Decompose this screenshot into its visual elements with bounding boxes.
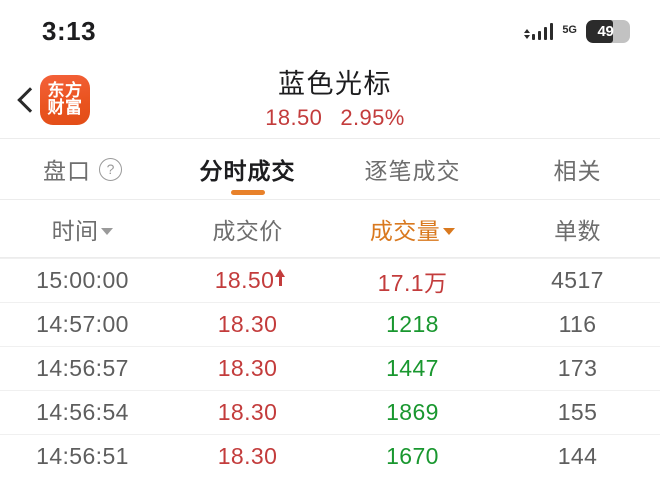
cell-volume: 17.1万	[377, 269, 448, 296]
cell-count: 144	[557, 443, 598, 469]
chevron-down-icon	[443, 227, 456, 235]
cell-count: 155	[557, 399, 598, 425]
status-bar: 3:13 5G 49	[0, 0, 660, 62]
tab-xiangguan[interactable]: 相关	[495, 139, 660, 199]
nav-bar: 东方 财富 蓝色光标 18.50 2.95%	[0, 62, 660, 138]
cell-price: 18.50	[165, 267, 330, 294]
column-header-price[interactable]: 成交价	[165, 212, 330, 246]
cell-volume: 1670	[386, 443, 439, 469]
stock-price: 18.50	[265, 105, 323, 131]
table-row[interactable]: 14:56:54 18.30 1869 155	[0, 390, 660, 434]
cell-count: 4517	[551, 267, 604, 293]
cellular-signal-icon	[523, 22, 554, 40]
column-header-time-label: 时间	[51, 217, 99, 244]
tabs-divider	[0, 199, 660, 200]
table-row[interactable]: 14:56:57 18.30 1447 173	[0, 346, 660, 390]
column-header-time[interactable]: 时间	[0, 212, 165, 246]
column-header-count-label: 单数	[554, 217, 601, 244]
tab-xiangguan-label: 相关	[553, 158, 602, 184]
signal-bars-icon	[531, 22, 554, 40]
nav-divider	[0, 138, 660, 139]
column-header-volume[interactable]: 成交量	[330, 212, 495, 246]
data-transfer-icon	[523, 29, 530, 39]
column-header-count[interactable]: 单数	[495, 212, 660, 246]
active-tab-indicator	[230, 190, 265, 195]
trades-table: 时间 成交价 成交量 单数 15:00:00 18.50 17.1万 4517	[0, 200, 660, 477]
chevron-down-icon	[101, 227, 114, 235]
cell-price: 18.30	[217, 355, 278, 381]
cell-price-value: 18.50	[214, 267, 275, 293]
cell-price: 18.30	[217, 399, 278, 425]
table-row[interactable]: 14:56:51 18.30 1670 144	[0, 434, 660, 477]
chevron-left-icon	[17, 87, 43, 113]
cell-volume: 1869	[386, 399, 439, 425]
cell-count: 173	[557, 355, 598, 381]
column-header-price-label: 成交价	[212, 217, 283, 244]
table-row[interactable]: 14:57:00 18.30 1218 116	[0, 302, 660, 346]
cell-count: 116	[558, 311, 597, 337]
app-logo[interactable]: 东方 财富	[40, 75, 90, 125]
header-divider	[0, 257, 660, 258]
cell-price: 18.30	[217, 311, 278, 337]
battery-fill	[586, 19, 614, 43]
app-logo-line2: 财富	[47, 98, 83, 118]
help-icon[interactable]: ?	[99, 157, 122, 181]
cell-price: 18.30	[217, 443, 278, 469]
tab-zhubi-chengjiao[interactable]: 逐笔成交	[330, 139, 495, 199]
tab-fenshi-chengjiao[interactable]: 分时成交	[165, 139, 330, 199]
cell-volume: 1447	[386, 355, 439, 381]
cell-time: 15:00:00	[36, 267, 129, 293]
status-clock: 3:13	[42, 15, 97, 46]
battery-level-label: 49	[597, 22, 614, 40]
column-header-volume-label: 成交量	[369, 217, 441, 244]
tab-pankou-label: 盘口	[43, 158, 91, 184]
stock-quote: 18.50 2.95%	[10, 105, 660, 131]
battery-icon: 49	[586, 19, 630, 43]
tab-fenshi-chengjiao-label: 分时成交	[199, 158, 296, 184]
table-row[interactable]: 15:00:00 18.50 17.1万 4517	[0, 258, 660, 302]
page-title: 蓝色光标	[278, 68, 392, 99]
tab-pankou[interactable]: 盘口 ?	[0, 139, 165, 199]
stock-change-percent: 2.95%	[340, 105, 405, 131]
status-indicators: 5G 49	[523, 19, 630, 43]
tab-zhubi-chengjiao-label: 逐笔成交	[364, 158, 461, 184]
app-logo-line1: 东方	[47, 80, 83, 101]
cell-time: 14:56:54	[36, 399, 129, 425]
cell-time: 14:57:00	[36, 311, 129, 337]
tab-bar: 盘口 ? 分时成交 逐笔成交 相关	[0, 139, 660, 199]
cell-time: 14:56:51	[36, 443, 129, 469]
network-type-label: 5G	[562, 24, 577, 36]
table-header-row: 时间 成交价 成交量 单数	[0, 200, 660, 257]
title-block: 蓝色光标 18.50 2.95%	[0, 69, 660, 131]
cell-volume: 1218	[386, 311, 439, 337]
cell-time: 14:56:57	[36, 355, 129, 381]
